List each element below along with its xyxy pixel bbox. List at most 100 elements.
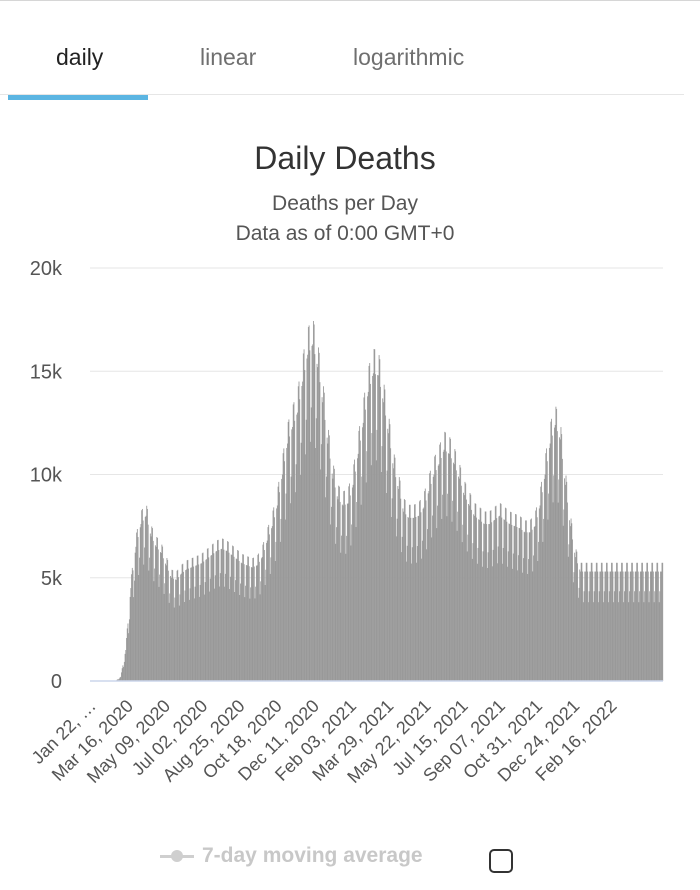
bar [517, 570, 519, 681]
bar [397, 486, 399, 681]
bar [659, 591, 661, 681]
tab-logarithmic[interactable]: logarithmic [353, 44, 465, 70]
bar [294, 420, 296, 681]
y-tick-label: 10k [30, 465, 63, 487]
bar [248, 556, 249, 681]
bar [278, 481, 280, 681]
bar [283, 448, 285, 681]
bar [590, 562, 592, 681]
bar [420, 512, 422, 681]
bar [279, 541, 281, 681]
bar [573, 572, 575, 681]
bar [548, 447, 550, 681]
bar [627, 571, 629, 681]
bar [447, 493, 449, 681]
moving-average-checkbox[interactable] [489, 849, 513, 873]
bar [569, 520, 571, 681]
legend-line-marker-icon [160, 846, 196, 866]
bar [415, 516, 417, 681]
tab-daily[interactable]: daily [56, 44, 104, 70]
bar [270, 557, 272, 681]
bar [351, 524, 353, 681]
bar [450, 458, 452, 681]
bar [458, 476, 459, 681]
bar [323, 386, 324, 681]
bar [393, 468, 394, 681]
bar [551, 435, 553, 681]
bar [214, 575, 216, 681]
bar [179, 594, 181, 681]
bar [562, 525, 564, 681]
bar [185, 570, 187, 681]
bar [399, 480, 401, 681]
bar [657, 571, 659, 681]
bar [118, 679, 120, 681]
bar [661, 562, 663, 681]
bar [606, 562, 608, 681]
bar [401, 552, 402, 681]
bar [485, 511, 487, 681]
bar [130, 588, 132, 681]
bar [423, 507, 425, 681]
bar [416, 562, 418, 681]
bar [246, 565, 248, 681]
bar [160, 552, 162, 681]
bar [592, 571, 594, 681]
bar [168, 602, 170, 681]
legend-item[interactable]: 7-day moving average [160, 838, 423, 874]
bar [212, 543, 214, 681]
bar [507, 566, 508, 681]
bar [375, 374, 376, 681]
bar [596, 562, 598, 681]
bar [433, 474, 435, 681]
bar [559, 437, 560, 681]
bar [522, 558, 524, 681]
bar [279, 492, 280, 681]
bar [639, 591, 641, 681]
bar [449, 437, 451, 681]
bar [313, 324, 315, 681]
bar [245, 585, 247, 681]
y-tick-label: 15k [30, 361, 63, 383]
bar [650, 571, 651, 681]
bar [574, 557, 576, 681]
bar [333, 468, 335, 681]
bar [411, 563, 413, 681]
bar [134, 552, 136, 681]
bar [351, 487, 353, 681]
bar [258, 561, 260, 681]
bar [424, 488, 426, 681]
bar [395, 477, 397, 681]
tab-linear[interactable]: linear [200, 44, 257, 70]
bar [493, 520, 495, 681]
bar [136, 529, 138, 681]
bar [504, 519, 506, 681]
bar [290, 476, 292, 681]
bar [412, 517, 414, 681]
bar [263, 542, 265, 681]
bar [297, 386, 299, 681]
bar [236, 559, 238, 681]
bar [487, 552, 489, 681]
bar [652, 562, 654, 681]
bar [417, 516, 419, 681]
bar [621, 562, 623, 681]
bar [390, 448, 392, 681]
bar [173, 607, 175, 681]
bar [566, 481, 568, 681]
bar [347, 503, 349, 681]
bar [273, 507, 275, 681]
active-tab-indicator [8, 95, 148, 100]
bar [172, 570, 174, 681]
bar [482, 551, 484, 681]
bar [522, 572, 524, 681]
bar [442, 451, 444, 681]
bar [455, 451, 457, 681]
bar [649, 591, 651, 681]
bar [349, 495, 351, 681]
bar [332, 478, 334, 681]
bar [250, 587, 252, 681]
bar [243, 564, 245, 681]
bar [240, 562, 242, 681]
bar [454, 449, 456, 681]
